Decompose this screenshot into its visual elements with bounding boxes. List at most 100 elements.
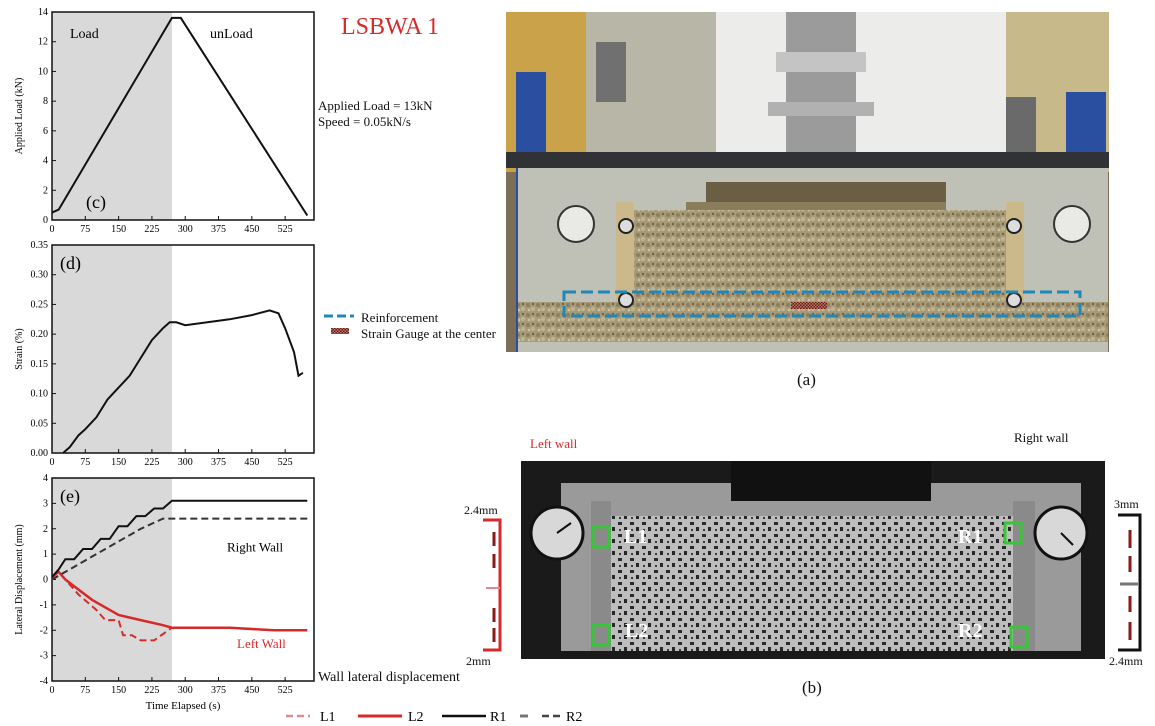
series-line-r2 xyxy=(51,517,308,581)
annotation-right-wall: Right Wall xyxy=(227,540,284,555)
annotation-unload: unLoad xyxy=(210,27,253,42)
y-tick-label: 14 xyxy=(38,7,48,18)
legend-r2-label: R2 xyxy=(566,710,582,725)
series-line-l2 xyxy=(51,570,308,632)
caption-b: (b) xyxy=(802,678,822,697)
x-tick-label: 0 xyxy=(50,224,55,235)
x-tick-label: 450 xyxy=(244,457,259,468)
right-wall-label: Right wall xyxy=(1014,430,1069,445)
plot-frame xyxy=(51,244,315,454)
x-axis-label: Time Elapsed (s) xyxy=(146,700,221,712)
y-tick-label: 1 xyxy=(43,549,48,560)
series-line xyxy=(51,16,309,217)
legend-r1-label: R1 xyxy=(490,710,506,725)
y-tick-label: 10 xyxy=(38,66,48,77)
y-tick-label: 0.35 xyxy=(31,240,49,251)
right-gauge-bottom: 2.4mm xyxy=(1109,654,1143,668)
y-axis-label: Strain (%) xyxy=(14,328,25,369)
photo-test-setup xyxy=(506,12,1109,352)
legend-l1-label: L1 xyxy=(320,710,336,725)
y-tick-label: 3 xyxy=(43,498,48,509)
y-tick-label: 0.25 xyxy=(31,299,49,310)
reinforcement-outline xyxy=(562,290,1082,318)
y-tick-label: 0.15 xyxy=(31,359,49,370)
y-tick-label: 0.10 xyxy=(31,389,49,400)
applied-load-text: Applied Load = 13kN xyxy=(318,98,433,113)
y-tick-label: 4 xyxy=(43,473,48,484)
series-line-l1 xyxy=(51,573,173,642)
sensor-r2: R2 xyxy=(958,620,983,642)
panel-label: (d) xyxy=(60,253,81,274)
y-tick-label: 12 xyxy=(38,37,48,48)
x-tick-label: 150 xyxy=(111,685,126,696)
photo-art xyxy=(506,12,1109,352)
x-tick-label: 0 xyxy=(50,457,55,468)
plot-frame xyxy=(51,11,315,221)
speed-text: Speed = 0.05kN/s xyxy=(318,114,411,129)
left-wall-label: Left wall xyxy=(530,436,578,451)
legend-strain-gauge: Strain Gauge at the center xyxy=(361,326,496,341)
y-tick-label: 0.30 xyxy=(31,270,49,281)
image-processed xyxy=(521,461,1105,659)
caption-a: (a) xyxy=(797,370,816,389)
left-gauge-bottom: 2mm xyxy=(466,654,491,668)
y-tick-label: 8 xyxy=(43,96,48,107)
right-gauge-indicator xyxy=(1118,513,1142,652)
x-tick-label: 525 xyxy=(278,457,293,468)
bottom-legend: L1 L2 R1 R2 xyxy=(286,710,582,725)
right-gauge-top: 3mm xyxy=(1114,497,1139,511)
x-tick-label: 300 xyxy=(178,224,193,235)
y-tick-label: -1 xyxy=(40,600,48,611)
x-tick-label: 75 xyxy=(80,685,90,696)
sensor-l1: L1 xyxy=(624,526,648,548)
y-tick-label: 0.00 xyxy=(31,448,49,459)
y-tick-label: -4 xyxy=(40,676,48,687)
y-tick-label: 6 xyxy=(43,126,48,137)
sensor-r1: R1 xyxy=(958,526,983,548)
annotation-load: Load xyxy=(70,27,99,42)
panel-label: (c) xyxy=(86,192,106,213)
x-tick-label: 150 xyxy=(111,457,126,468)
x-tick-label: 300 xyxy=(178,457,193,468)
x-tick-label: 450 xyxy=(244,685,259,696)
chart-lateral-displacement: -4 -3 -2 -1 0 1 2 3 4 0 75 150 225 300 375 450 525 Latera… xyxy=(14,473,315,712)
y-tick-label: 0.05 xyxy=(31,418,49,429)
x-tick-label: 450 xyxy=(244,224,259,235)
x-tick-label: 75 xyxy=(80,224,90,235)
shaded-region xyxy=(52,478,172,681)
y-tick-label: 0 xyxy=(43,215,48,226)
y-tick-label: 0.20 xyxy=(31,329,49,340)
sensor-l2: L2 xyxy=(625,620,649,642)
y-tick-label: 2 xyxy=(43,524,48,535)
panel-label: (e) xyxy=(60,486,80,507)
chart-load: 0 2 4 6 8 10 12 14 0 75 150 225 300 375 450 525 Applied … xyxy=(14,7,315,235)
left-gauge-top: 2.4mm xyxy=(464,503,498,517)
y-tick-label: -3 xyxy=(40,651,48,662)
x-tick-label: 525 xyxy=(278,685,293,696)
series-line xyxy=(62,309,304,454)
legend-l2-label: L2 xyxy=(408,710,424,725)
y-tick-label: 2 xyxy=(43,185,48,196)
x-tick-label: 150 xyxy=(111,224,126,235)
left-gauge-indicator xyxy=(483,518,502,652)
x-tick-label: 375 xyxy=(211,685,226,696)
wall-disp-label: Wall lateral displacement xyxy=(318,670,460,685)
processed-art xyxy=(521,461,1105,659)
y-tick-label: -2 xyxy=(40,625,48,636)
annotation-left-wall: Left Wall xyxy=(237,636,286,651)
figure-title: LSBWA 1 xyxy=(341,14,440,40)
y-tick-label: 0 xyxy=(43,575,48,586)
y-tick-label: 4 xyxy=(43,156,48,167)
x-tick-label: 75 xyxy=(80,457,90,468)
x-tick-label: 300 xyxy=(178,685,193,696)
x-tick-label: 375 xyxy=(211,224,226,235)
y-axis-label: Applied Load (kN) xyxy=(14,78,25,155)
shaded-region xyxy=(52,245,172,453)
legend-mid-swatches xyxy=(324,314,354,334)
x-tick-label: 0 xyxy=(50,685,55,696)
chart-strain: 0.00 0.05 0.10 0.15 0.20 0.25 0.30 0.35 0 75 150 22… xyxy=(14,240,315,468)
x-tick-label: 225 xyxy=(144,457,159,468)
x-tick-label: 525 xyxy=(278,224,293,235)
x-tick-label: 375 xyxy=(211,457,226,468)
